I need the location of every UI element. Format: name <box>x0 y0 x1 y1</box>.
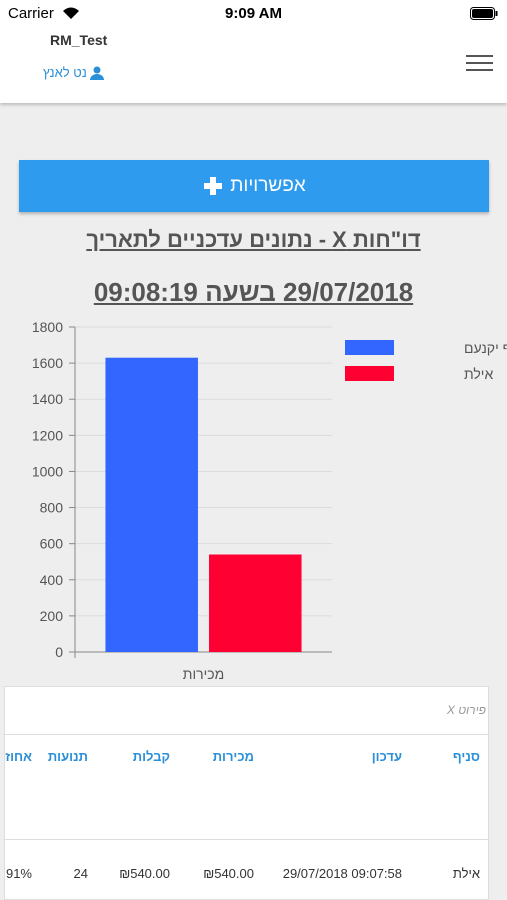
app-header: RM_Test נט לאנץ <box>0 28 507 103</box>
menu-button[interactable] <box>466 54 494 74</box>
chart: 0 200 400 600 800 1000 1200 1400 1600 1800 מכירות ס… <box>32 319 507 682</box>
legend-label: סניף יקנעם <box>464 340 507 356</box>
y-tick-label: 1400 <box>32 391 63 407</box>
y-tick-label: 400 <box>40 572 64 588</box>
y-tick-label: 1000 <box>32 463 63 479</box>
column-header[interactable]: אחוז <box>5 749 32 764</box>
column-header[interactable]: מכירות <box>212 749 254 764</box>
column-header[interactable]: סניף <box>452 749 480 764</box>
carrier: Carrier <box>8 5 54 22</box>
table-cell: 91% <box>5 866 32 881</box>
user-link[interactable]: נט לאנץ <box>43 65 104 80</box>
app-name: RM_Test <box>50 32 108 48</box>
options-label: אפשרויות <box>230 175 306 196</box>
row-divider <box>5 839 488 840</box>
column-header[interactable]: עדכון <box>371 749 402 764</box>
report-date: 29/07/2018 בשעה 09:08:19 <box>93 277 414 307</box>
data-table: פירוט X סניף עדכון מכירות קבלות תנועות אחוז אי… <box>4 686 489 900</box>
user-icon <box>89 66 104 80</box>
y-tick-label: 1800 <box>32 319 63 335</box>
table-cell: ₪540.00 <box>203 866 254 881</box>
status-bar: Carrier 9:09 AM <box>0 0 507 28</box>
clock: 9:09 AM <box>225 5 282 22</box>
legend-swatch <box>345 340 394 355</box>
options-button[interactable]: אפשרויות <box>19 160 489 212</box>
table-cell: אילת <box>452 866 480 881</box>
y-tick-label: 1200 <box>32 427 63 443</box>
bar <box>209 554 302 652</box>
x-tick-label: מכירות <box>183 666 224 682</box>
legend-swatch <box>345 366 394 381</box>
column-header[interactable]: תנועות <box>47 749 88 764</box>
y-tick-label: 200 <box>40 608 64 624</box>
search-box[interactable]: פירוט X <box>5 687 488 735</box>
y-tick-label: 600 <box>40 536 64 552</box>
table-cell: 24 <box>73 866 88 881</box>
report-title: דו"חות X - נתונים עדכניים לתאריך <box>86 227 421 252</box>
plus-icon <box>204 177 223 195</box>
y-tick-label: 1600 <box>32 355 63 371</box>
user-name: נט לאנץ <box>43 65 87 80</box>
bar <box>105 357 198 652</box>
y-tick-label: 800 <box>40 500 64 516</box>
table-cell: 29/07/2018 09:07:58 <box>282 866 402 881</box>
table-cell: ₪540.00 <box>119 866 170 881</box>
wifi-icon <box>63 7 79 19</box>
y-tick-label: 0 <box>55 644 63 660</box>
legend-label: אילת <box>464 366 493 382</box>
battery-icon <box>470 7 498 20</box>
search-placeholder: פירוט X <box>446 703 486 717</box>
column-header[interactable]: קבלות <box>132 749 170 764</box>
